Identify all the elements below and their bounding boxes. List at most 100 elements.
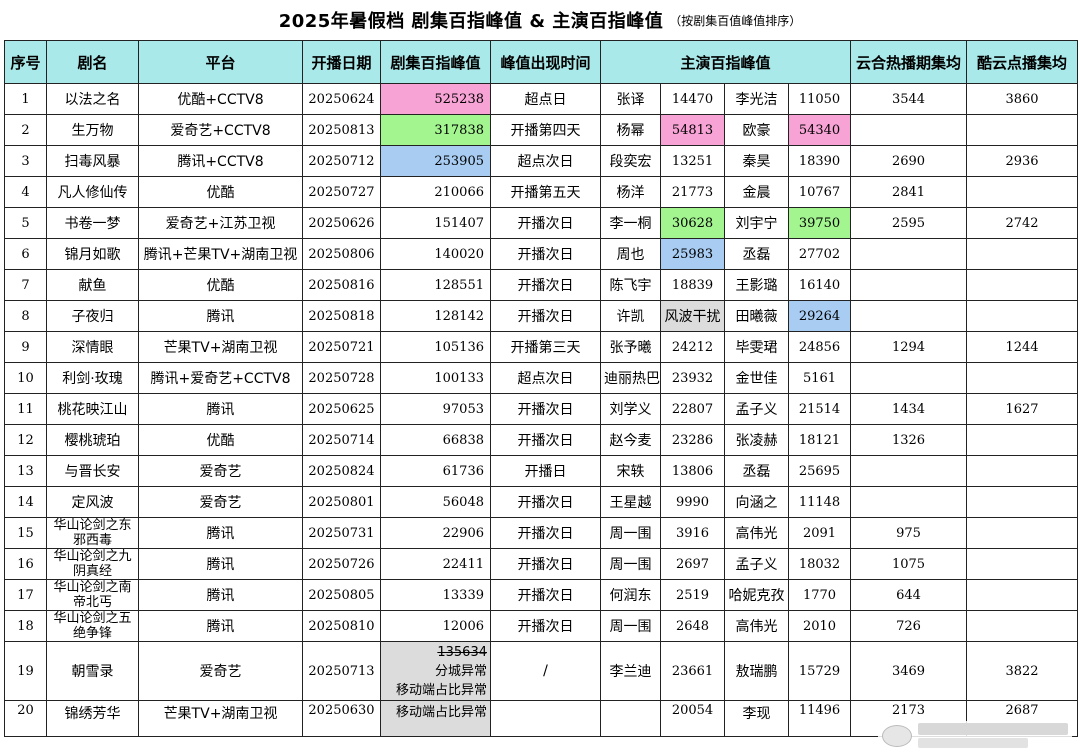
cell-lead-peak-2: 11050 <box>787 83 852 115</box>
cell-yunhe-avg: 2690 <box>850 145 968 177</box>
cell-lead-peak-1: 30628 <box>660 207 725 239</box>
cell-peak-time: 开播日 <box>490 455 601 487</box>
cell-lead-peak-2: 11148 <box>787 486 852 518</box>
cell-lead-peak-2: 29264 <box>787 300 852 332</box>
cell-peak-time: 开播次日 <box>490 424 601 456</box>
cell-premiere-date: 20250824 <box>302 455 381 487</box>
cell-peak-time: 开播次日 <box>490 517 601 549</box>
cell-platform: 腾讯 <box>138 579 303 611</box>
cell-platform: 腾讯 <box>138 610 303 642</box>
title-subtitle: （按剧集百值峰值排序） <box>669 13 802 28</box>
cell-lead-actor-1: 宋轶 <box>600 455 661 487</box>
table-row: 11 桃花映江山 腾讯 20250625 97053 开播次日 刘学义 22807 孟子义 215… <box>4 393 1079 425</box>
cell-lead-actor-1: 赵今麦 <box>600 424 661 456</box>
cell-lead-peak-1: 14470 <box>660 83 725 115</box>
cell-drama-name: 华山论剑之南帝北丐 <box>46 579 139 611</box>
cell-index: 7 <box>4 269 47 301</box>
cell-kuyun-avg <box>966 176 1079 208</box>
cell-lead-actor-2: 王影璐 <box>724 269 789 301</box>
cell-drama-peak: 135634 分城异常 移动端占比异常 <box>380 641 491 701</box>
cell-lead-peak-2: 18390 <box>787 145 852 177</box>
cell-platform: 腾讯 <box>138 393 303 425</box>
cell-kuyun-avg <box>966 548 1079 580</box>
cell-drama-peak: 13339 <box>380 579 491 611</box>
cell-peak-time: 开播次日 <box>490 393 601 425</box>
cell-index: 3 <box>4 145 47 177</box>
table-row: 6 锦月如歌 腾讯+芒果TV+湖南卫视 20250806 140020 开播次日 周也 259… <box>4 238 1079 270</box>
cell-lead-peak-2: 18121 <box>787 424 852 456</box>
header-drama-peak: 剧集百指峰值 <box>380 40 491 84</box>
cell-lead-peak-1: 23661 <box>660 641 725 701</box>
cell-drama-name: 华山论剑之九阴真经 <box>46 548 139 580</box>
header-premiere: 开播日期 <box>302 40 381 84</box>
cell-drama-name: 锦月如歌 <box>46 238 139 270</box>
cell-drama-peak: 61736 <box>380 455 491 487</box>
cell-kuyun-avg <box>966 579 1079 611</box>
cell-lead-actor-1: 周一围 <box>600 548 661 580</box>
table-row: 3 扫毒风暴 腾讯+CCTV8 20250712 253905 超点次日 段奕宏 13251 秦… <box>4 145 1079 177</box>
cell-lead-peak-2: 2010 <box>787 610 852 642</box>
cell-platform: 腾讯+CCTV8 <box>138 145 303 177</box>
cell-lead-peak-1: 21773 <box>660 176 725 208</box>
cell-lead-actor-2: 张凌赫 <box>724 424 789 456</box>
cell-lead-peak-2: 39750 <box>787 207 852 239</box>
cell-yunhe-avg: 3469 <box>850 641 968 701</box>
cell-lead-peak-2: 1770 <box>787 579 852 611</box>
cell-kuyun-avg <box>966 300 1079 332</box>
cell-peak-time: 开播第三天 <box>490 331 601 363</box>
cell-yunhe-avg <box>850 269 968 301</box>
cell-platform: 腾讯 <box>138 548 303 580</box>
cell-peak-time: 开播次日 <box>490 579 601 611</box>
cell-lead-actor-2: 哈妮克孜 <box>724 579 789 611</box>
watermark-text-blur-2 <box>918 738 1028 748</box>
cell-drama-peak: 253905 <box>380 145 491 177</box>
cell-kuyun-avg <box>966 486 1079 518</box>
table-row: 9 深情眼 芒果TV+湖南卫视 20250721 105136 开播第三天 张予曦 24212… <box>4 331 1079 363</box>
cell-lead-actor-2: 欧豪 <box>724 114 789 146</box>
ranking-table: 序号 剧名 平台 开播日期 剧集百指峰值 峰值出现时间 主演百指峰值 云合热播期… <box>4 40 1079 737</box>
cell-lead-actor-1: 何润东 <box>600 579 661 611</box>
cell-premiere-date: 20250713 <box>302 641 381 701</box>
cell-drama-peak: 12006 <box>380 610 491 642</box>
cell-lead-actor-2: 向涵之 <box>724 486 789 518</box>
cell-yunhe-avg: 1075 <box>850 548 968 580</box>
cell-drama-name: 书卷一梦 <box>46 207 139 239</box>
table-row: 18 华山论剑之五绝争锋 腾讯 20250810 12006 开播次日 周一围 2648 高伟光… <box>4 610 1079 642</box>
cell-premiere-date: 20250726 <box>302 548 381 580</box>
cell-lead-peak-1: 18839 <box>660 269 725 301</box>
cell-lead-peak-1: 20054 <box>660 700 725 737</box>
cell-drama-peak: 525238 <box>380 83 491 115</box>
cell-drama-peak: 151407 <box>380 207 491 239</box>
cell-peak-time: 开播次日 <box>490 486 601 518</box>
cell-platform: 爱奇艺+CCTV8 <box>138 114 303 146</box>
peak-anomaly-stack: 135634 分城异常 移动端占比异常 <box>384 643 487 700</box>
cell-lead-peak-1: 2519 <box>660 579 725 611</box>
cell-peak-time: 开播次日 <box>490 207 601 239</box>
cell-index: 5 <box>4 207 47 239</box>
cell-platform: 芒果TV+湖南卫视 <box>138 700 303 737</box>
table-row: 17 华山论剑之南帝北丐 腾讯 20250805 13339 开播次日 何润东 2519 哈妮克… <box>4 579 1079 611</box>
cell-kuyun-avg <box>966 455 1079 487</box>
cell-lead-actor-2: 秦昊 <box>724 145 789 177</box>
cell-yunhe-avg: 3544 <box>850 83 968 115</box>
cell-lead-actor-2: 李光洁 <box>724 83 789 115</box>
cell-drama-name: 凡人修仙传 <box>46 176 139 208</box>
cell-index: 14 <box>4 486 47 518</box>
cell-kuyun-avg <box>966 362 1079 394</box>
cell-drama-name: 华山论剑之五绝争锋 <box>46 610 139 642</box>
cell-lead-actor-2: 丞磊 <box>724 455 789 487</box>
cell-lead-actor-2: 高伟光 <box>724 517 789 549</box>
cell-lead-peak-1: 2697 <box>660 548 725 580</box>
cell-drama-peak: 140020 <box>380 238 491 270</box>
cell-drama-name: 利剑·玫瑰 <box>46 362 139 394</box>
table-row: 20 锦绣芳华 芒果TV+湖南卫视 20250630 移动端占比异常 20054 李现 114… <box>4 700 1079 737</box>
cell-yunhe-avg <box>850 300 968 332</box>
peak-note-2: 移动端占比异常 <box>395 682 487 698</box>
cell-lead-peak-2: 11496 <box>787 700 852 737</box>
cell-lead-actor-1: 杨洋 <box>600 176 661 208</box>
cell-lead-peak-1: 2648 <box>660 610 725 642</box>
cell-yunhe-avg: 1294 <box>850 331 968 363</box>
cell-peak-time: 开播次日 <box>490 269 601 301</box>
cell-premiere-date: 20250625 <box>302 393 381 425</box>
header-index: 序号 <box>4 40 47 84</box>
